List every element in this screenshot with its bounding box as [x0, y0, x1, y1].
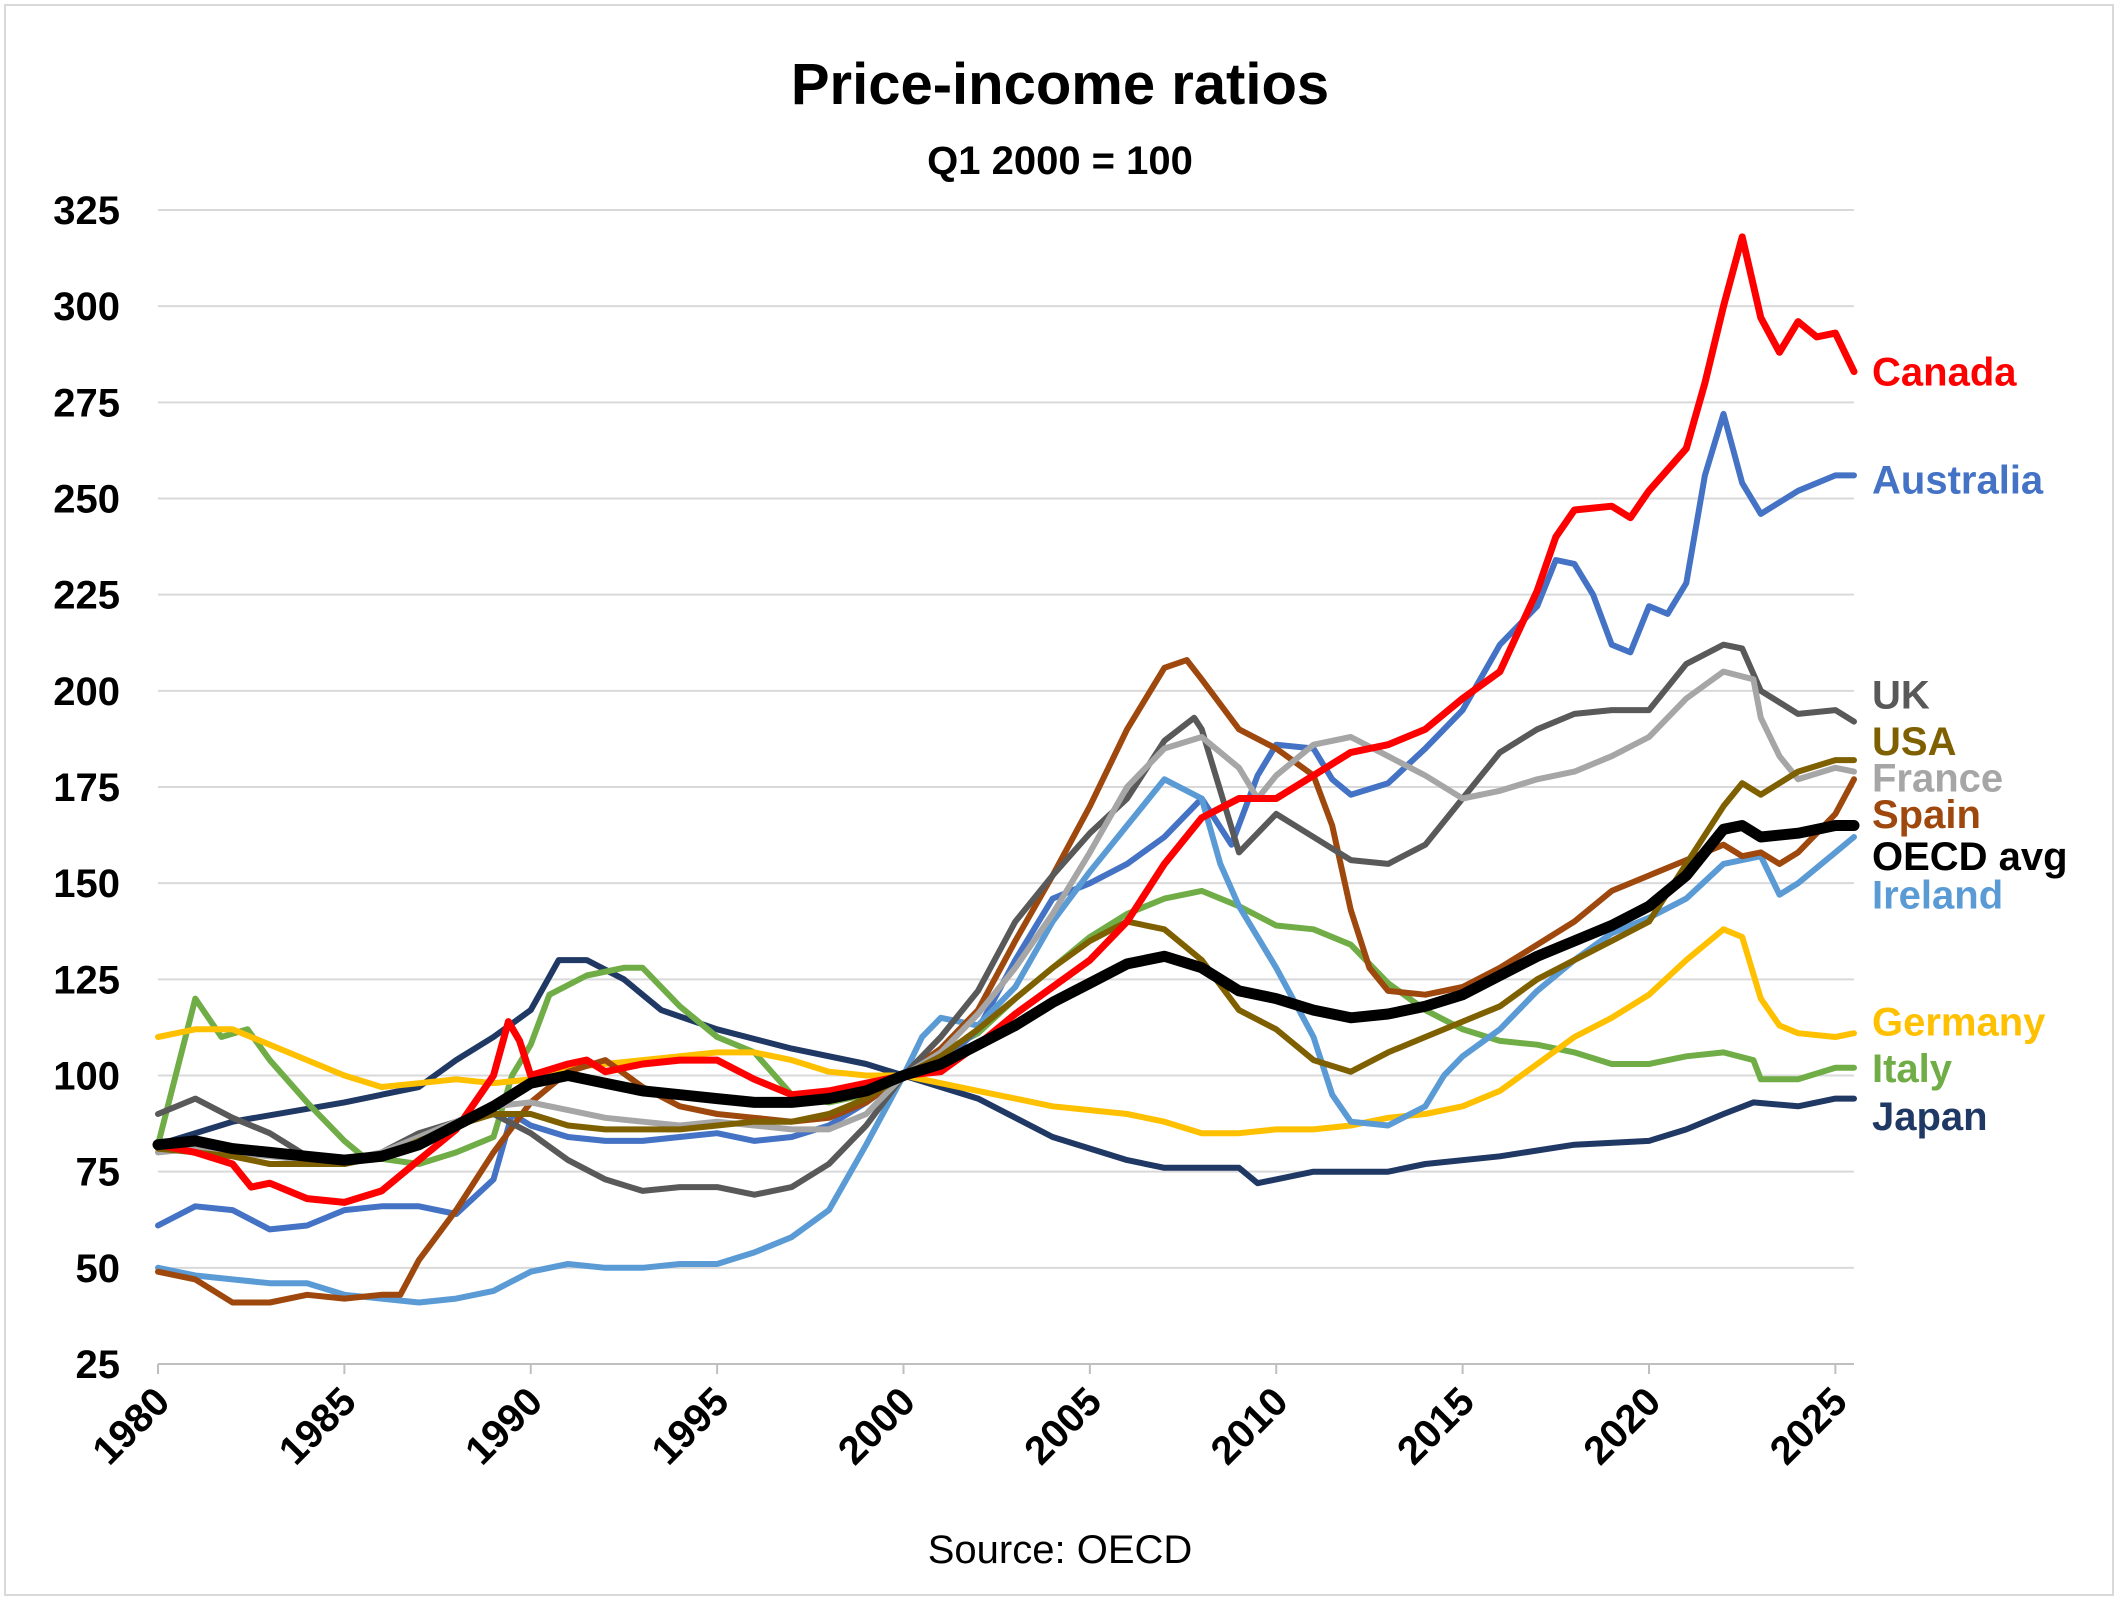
x-tick-label: 1985	[271, 1379, 365, 1473]
series-lines	[152, 233, 1860, 1306]
x-tick-label: 2010	[1203, 1379, 1297, 1473]
series-label-usa: USA	[1872, 720, 1956, 764]
series-label-oecd-avg: OECD avg	[1872, 835, 2068, 879]
series-line-spain	[155, 657, 1857, 1306]
x-tick-label: 2000	[830, 1379, 924, 1473]
series-line-germany	[155, 926, 1857, 1137]
x-tick-label: 1980	[84, 1379, 178, 1473]
series-label-germany: Germany	[1872, 1001, 2046, 1045]
y-tick-label: 325	[53, 189, 120, 233]
series-label-ireland: Ireland	[1872, 874, 2003, 918]
y-tick-label: 200	[53, 670, 120, 714]
chart-frame	[4, 4, 2114, 1596]
series-line-ireland	[155, 776, 1857, 1306]
series-label-canada: Canada	[1872, 351, 2017, 395]
series-label-spain: Spain	[1872, 793, 1981, 837]
y-tick-label: 250	[53, 478, 120, 522]
y-tick-label: 150	[53, 862, 120, 906]
x-axis-ticks: 1980 1985 1990 1995 2000 2005 2010 2015 2020 2025	[84, 1364, 1856, 1473]
y-tick-label: 125	[53, 958, 120, 1002]
x-tick-label: 2005	[1016, 1379, 1110, 1473]
y-tick-label: 300	[53, 285, 120, 329]
source-note: Source: OECD	[928, 1528, 1193, 1572]
x-tick-label: 1990	[457, 1379, 551, 1473]
y-tick-label: 50	[76, 1247, 121, 1291]
x-tick-label: 2025	[1762, 1379, 1856, 1473]
x-tick-label: 2020	[1575, 1379, 1669, 1473]
series-line-canada	[154, 233, 1858, 1206]
series-label-japan: Japan	[1872, 1095, 1988, 1139]
chart-subtitle: Q1 2000 = 100	[927, 139, 1193, 183]
y-tick-label: 25	[76, 1343, 121, 1387]
series-line-oecd-avg	[152, 820, 1860, 1166]
y-tick-label: 275	[53, 381, 120, 425]
series-line-australia	[155, 410, 1857, 1233]
y-tick-label: 175	[53, 766, 120, 810]
series-label-australia: Australia	[1872, 458, 2044, 502]
series-label-italy: Italy	[1872, 1047, 1953, 1091]
y-tick-label: 75	[76, 1151, 121, 1195]
y-tick-label: 100	[53, 1055, 120, 1099]
chart-title: Price-income ratios	[791, 52, 1329, 117]
gridlines	[158, 209, 1854, 1365]
x-tick-label: 1995	[643, 1379, 737, 1473]
y-tick-label: 225	[53, 574, 120, 618]
series-label-france: France	[1872, 756, 2003, 800]
x-tick-label: 2015	[1389, 1379, 1483, 1473]
y-axis-ticks: 25 50 75 100 125 150 175 200 225 250 275 300 325	[53, 189, 120, 1387]
series-label-uk: UK	[1872, 674, 1930, 718]
